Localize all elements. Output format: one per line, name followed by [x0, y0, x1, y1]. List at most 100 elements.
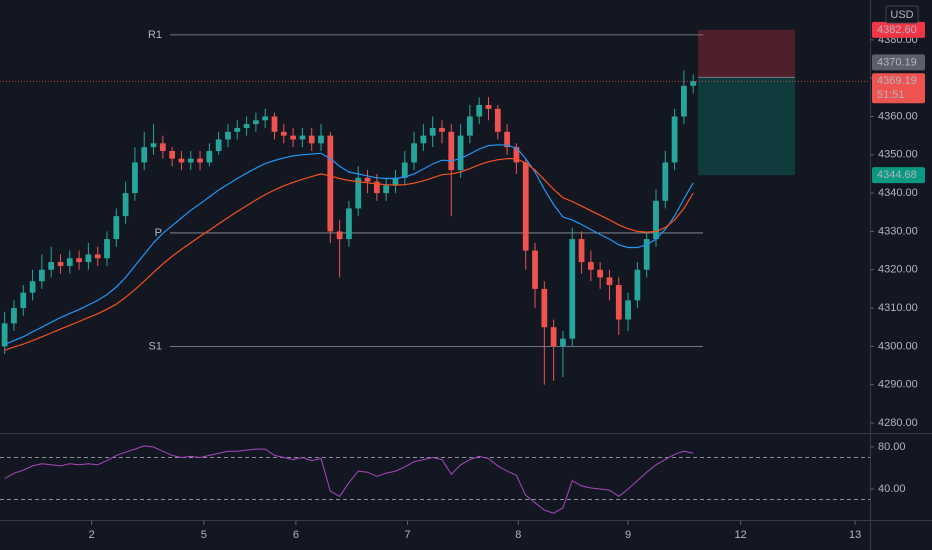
x-tick-label: 9 [625, 529, 631, 541]
candle-body [569, 239, 576, 339]
candle-body [141, 147, 148, 163]
candle-body [318, 135, 324, 144]
candle-body [20, 292, 27, 309]
candle-body [299, 135, 306, 140]
candle-body [169, 150, 176, 159]
pivot-label: S1 [149, 340, 162, 352]
candle-body [262, 116, 269, 121]
candle-body [206, 150, 213, 163]
target-zone [698, 77, 795, 176]
candle-body [439, 127, 445, 132]
moving-average [4, 144, 694, 346]
candle-body [643, 239, 650, 270]
candle-body [327, 135, 334, 232]
candle-body [76, 258, 82, 263]
x-tick-label: 12 [735, 529, 747, 541]
candle-body [346, 208, 352, 240]
candle-body [178, 158, 185, 163]
currency-box[interactable] [885, 5, 919, 24]
candle-body [411, 143, 417, 163]
candle-body [94, 254, 101, 259]
x-tick-label: 7 [404, 529, 410, 541]
y-tick-label: 40.00 [878, 483, 906, 495]
candle-body [587, 262, 594, 270]
candle-body [420, 135, 427, 144]
x-tick-label: 13 [849, 529, 861, 541]
candle-body [467, 116, 473, 136]
stop-zone [698, 29, 795, 78]
x-tick-label: 5 [201, 529, 207, 541]
target-label: 4344.68 [877, 169, 917, 181]
countdown: 51:51 [877, 89, 905, 101]
candle-body [113, 216, 120, 240]
candle-body [457, 135, 464, 171]
candle-body [308, 135, 315, 144]
stop-label: 4382.60 [877, 24, 917, 36]
candle-body [681, 85, 687, 117]
candle-body [215, 139, 222, 151]
y-tick-label: 4290.00 [878, 379, 918, 391]
y-tick-label: 80.00 [878, 441, 906, 453]
candle-body [597, 269, 604, 278]
candle-body [132, 162, 138, 194]
candle-body [606, 277, 613, 286]
candle-body [234, 127, 241, 132]
candle-body [634, 269, 641, 301]
candle-body [271, 116, 278, 132]
last-price-label: 4369.19 [877, 75, 917, 87]
candle-body [66, 258, 73, 266]
candle-body [448, 131, 455, 171]
candle-body [243, 124, 250, 128]
y-tick-label: 4280.00 [878, 417, 918, 429]
candle-body [11, 308, 17, 324]
candle-body [290, 135, 296, 140]
y-tick-label: 4320.00 [878, 264, 918, 276]
y-tick-label: 4360.00 [878, 110, 918, 122]
candle-body [122, 193, 129, 217]
y-tick-label: 4330.00 [878, 225, 918, 237]
x-tick-label: 8 [515, 529, 521, 541]
candle-body [625, 300, 631, 320]
candle-body [383, 185, 390, 194]
candle-body [150, 143, 157, 148]
y-tick-label: 4350.00 [878, 149, 918, 161]
y-tick-label: 4340.00 [878, 187, 918, 199]
candle-body [197, 158, 203, 163]
candle-body [159, 143, 166, 151]
y-tick-label: 4300.00 [878, 340, 918, 352]
target-label-box [872, 167, 925, 184]
pivot-label: R1 [148, 29, 162, 41]
candle-body [373, 181, 380, 194]
candle-body [671, 116, 678, 163]
candle-body [85, 254, 92, 263]
candle-body [522, 162, 529, 251]
moving-average [4, 158, 694, 351]
candle-body [513, 147, 520, 163]
candle-body [104, 239, 110, 259]
entry-label-box [872, 54, 925, 71]
candle-body [336, 231, 343, 240]
currency: USD [890, 9, 913, 21]
candle-body [485, 104, 492, 109]
candle-body [364, 177, 371, 182]
candle-body [476, 104, 483, 117]
candle-body [392, 177, 399, 186]
candle-body [29, 281, 36, 293]
candle-body [662, 162, 669, 201]
candle-body [550, 327, 557, 347]
candle-body [280, 131, 287, 136]
candle-body [494, 108, 501, 132]
candle-body [225, 131, 231, 140]
y-tick-label: 4310.00 [878, 302, 918, 314]
candle-body [690, 81, 697, 86]
candle-body [355, 177, 362, 209]
x-tick-label: 2 [89, 529, 95, 541]
x-tick-label: 6 [293, 529, 299, 541]
candle-body [57, 262, 64, 266]
candle-body [187, 158, 194, 163]
candle-body [653, 200, 659, 240]
candle-body [615, 285, 622, 320]
rsi-line [4, 445, 694, 514]
